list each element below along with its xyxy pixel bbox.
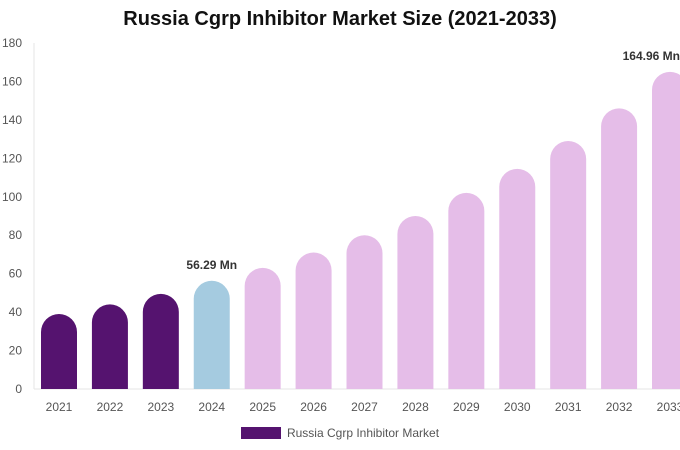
x-tick-label: 2025 [249,400,276,414]
bar-2024[interactable] [193,280,230,389]
legend-swatch [240,426,281,439]
bar-2025[interactable] [244,267,281,389]
data-label-2024: 56.29 Mn [186,258,237,272]
x-tick-label: 2024 [198,400,225,414]
bar-2029[interactable] [448,192,485,389]
x-tick-label: 2030 [504,400,531,414]
x-tick-label: 2022 [97,400,124,414]
x-tick-label: 2032 [606,400,633,414]
y-tick-label: 80 [9,228,23,242]
x-tick-label: 2029 [453,400,480,414]
y-tick-label: 100 [2,190,22,204]
bar-2031[interactable] [550,141,587,389]
y-tick-label: 0 [15,382,22,396]
x-tick-label: 2023 [147,400,174,414]
bar-2026[interactable] [295,252,332,389]
y-tick-label: 40 [9,305,23,319]
bar-2028[interactable] [397,216,434,389]
bar-2032[interactable] [601,108,638,389]
x-tick-label: 2031 [555,400,582,414]
x-tick-label: 2027 [351,400,378,414]
legend[interactable]: Russia Cgrp Inhibitor Market [0,425,680,440]
bar-2022[interactable] [91,304,128,389]
y-tick-label: 60 [9,267,23,281]
chart-title: Russia Cgrp Inhibitor Market Size (2021-… [123,8,557,30]
x-tick-label: 2033 [657,400,680,414]
y-tick-label: 180 [2,36,22,50]
x-tick-label: 2026 [300,400,327,414]
bar-2030[interactable] [499,168,536,389]
y-tick-label: 140 [2,113,22,127]
bar-2027[interactable] [346,235,383,389]
y-tick-label: 120 [2,151,22,165]
bar-2021[interactable] [41,314,77,389]
x-tick-label: 2028 [402,400,429,414]
bar-2033[interactable] [652,71,680,389]
legend-label: Russia Cgrp Inhibitor Market [286,425,440,440]
bar-2023[interactable] [142,293,179,389]
data-label-2033: 164.96 Mn [623,49,680,63]
y-tick-label: 20 [9,344,23,358]
y-tick-label: 160 [2,74,22,88]
x-tick-label: 2021 [46,400,73,414]
